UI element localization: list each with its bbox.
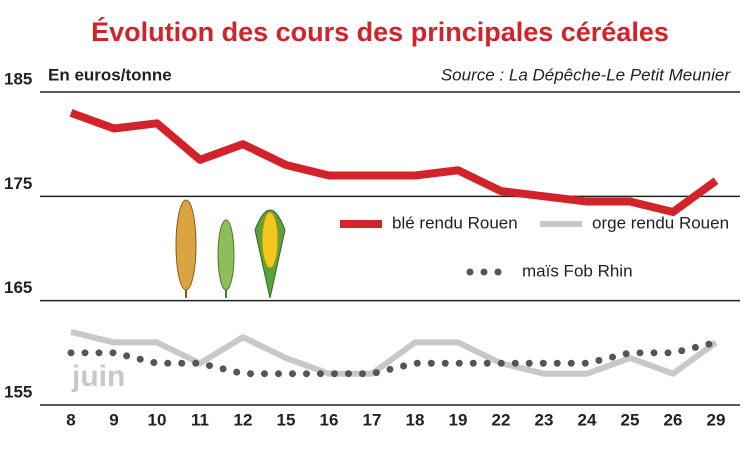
legend-label: orge rendu Rouen	[592, 213, 729, 232]
x-tick-label: 19	[449, 410, 468, 429]
x-tick-label: 8	[66, 410, 75, 429]
annotation: juin	[71, 360, 125, 393]
line-series	[69, 109, 719, 216]
x-tick-label: 26	[664, 410, 683, 429]
x-tick-label: 17	[363, 410, 382, 429]
line-series	[70, 329, 718, 377]
x-tick-label: 15	[277, 410, 296, 429]
x-tick-label: 18	[406, 410, 425, 429]
chart-title: Évolution des cours des principales céré…	[91, 16, 669, 47]
y-tick-label: 175	[4, 174, 32, 193]
cereal-icons	[175, 199, 286, 299]
x-tick-label: 24	[578, 410, 597, 429]
y-tick-label: 155	[4, 382, 32, 401]
line-series	[67, 338, 720, 378]
x-tick-label: 25	[621, 410, 640, 429]
x-tick-label: 22	[492, 410, 511, 429]
x-tick-label: 12	[234, 410, 253, 429]
x-tick-label: 9	[109, 410, 118, 429]
legend-label: maïs Fob Rhin	[522, 261, 633, 280]
legend-label: blé rendu Rouen	[392, 213, 518, 232]
x-tick-label: 23	[535, 410, 554, 429]
y-tick-label: 165	[4, 278, 32, 297]
y-tick-label: 185	[4, 69, 32, 88]
x-tick-label: 16	[320, 410, 339, 429]
x-tick-label: 29	[707, 410, 726, 429]
x-tick-label: 11	[191, 410, 209, 429]
x-tick-label: 10	[148, 410, 167, 429]
y-axis-label: En euros/tonne	[48, 65, 172, 84]
source: Source : La Dépêche-Le Petit Meunier	[441, 65, 732, 84]
